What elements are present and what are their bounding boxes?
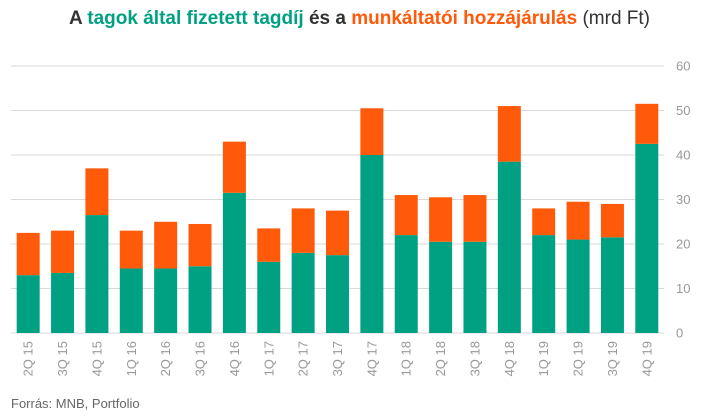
bar-member-fee <box>360 155 384 333</box>
bar-member-fee <box>635 143 659 333</box>
y-tick-label: 30 <box>676 192 690 207</box>
bar-member-fee <box>188 266 212 333</box>
bar-employer-contribution <box>566 201 590 240</box>
bar-member-fee <box>394 235 418 333</box>
y-tick-label: 50 <box>676 103 690 118</box>
bar-member-fee <box>154 268 178 333</box>
bar-employer-contribution <box>188 223 212 267</box>
source-note: Forrás: MNB, Portfolio <box>11 396 140 411</box>
x-tick-label: 2Q 16 <box>158 341 173 376</box>
bar-employer-contribution <box>154 221 178 269</box>
bar-employer-contribution <box>16 232 40 276</box>
x-tick-label: 3Q 16 <box>193 341 208 376</box>
x-tick-label: 2Q 15 <box>21 341 36 376</box>
x-tick-label: 2Q 19 <box>571 341 586 376</box>
stacked-bar-chart: 0 10 20 30 40 50 60 2Q 15 3Q 15 4Q 15 1Q 16 2Q 16 3… <box>11 59 690 376</box>
y-tick-label: 60 <box>676 59 690 74</box>
bar-employer-contribution <box>600 203 624 238</box>
x-tick-label: 4Q 18 <box>502 341 517 376</box>
x-tick-label: 4Q 19 <box>639 341 654 376</box>
x-tick-label: 4Q 16 <box>227 341 242 376</box>
bar-member-fee <box>16 275 40 333</box>
x-tick-label: 4Q 15 <box>89 341 104 376</box>
y-tick-label: 40 <box>676 148 690 163</box>
title-employer-contribution: munkáltatói hozzájárulás <box>351 8 578 29</box>
x-tick-label: 2Q 18 <box>433 341 448 376</box>
bar-member-fee <box>532 235 556 333</box>
bar-member-fee <box>257 261 281 333</box>
bar-employer-contribution <box>257 228 281 262</box>
x-tick-label: 1Q 16 <box>124 341 139 376</box>
bar-member-fee <box>600 237 624 333</box>
title-part-1: A <box>68 8 88 29</box>
x-tick-label: 1Q 19 <box>536 341 551 376</box>
bars <box>16 103 659 333</box>
y-tick-label: 0 <box>676 326 683 341</box>
bar-member-fee <box>463 241 487 333</box>
x-tick-label: 4Q 17 <box>364 341 379 376</box>
x-tick-label: 3Q 17 <box>330 341 345 376</box>
bar-member-fee <box>119 268 143 333</box>
bar-member-fee <box>429 241 453 333</box>
x-tick-label: 2Q 17 <box>296 341 311 376</box>
bar-employer-contribution <box>119 230 143 269</box>
x-tick-label: 3Q 19 <box>605 341 620 376</box>
bar-employer-contribution <box>360 108 384 155</box>
bar-member-fee <box>291 252 315 333</box>
bar-member-fee <box>51 272 75 333</box>
bar-employer-contribution <box>532 208 556 236</box>
bar-employer-contribution <box>222 141 246 193</box>
bar-employer-contribution <box>326 210 349 256</box>
bar-employer-contribution <box>635 103 659 144</box>
x-tick-label: 3Q 18 <box>467 341 482 376</box>
bar-employer-contribution <box>291 208 315 253</box>
bar-member-fee <box>497 161 521 333</box>
title-part-3: és a <box>303 8 352 29</box>
x-tick-label: 1Q 17 <box>261 341 276 376</box>
x-axis-ticks: 2Q 15 3Q 15 4Q 15 1Q 16 2Q 16 3Q 16 4Q 16 1Q 17… <box>21 341 655 376</box>
bar-member-fee <box>85 215 109 333</box>
bar-employer-contribution <box>463 195 487 242</box>
bar-employer-contribution <box>51 230 75 273</box>
y-tick-label: 10 <box>676 281 690 296</box>
y-axis-ticks: 0 10 20 30 40 50 60 <box>676 59 690 341</box>
title-member-fee: tagok által fizetett tagdíj <box>87 8 304 29</box>
bar-employer-contribution <box>497 106 521 162</box>
y-tick-label: 20 <box>676 237 690 252</box>
bar-employer-contribution <box>85 168 109 216</box>
bar-member-fee <box>566 239 590 333</box>
x-tick-label: 3Q 15 <box>55 341 70 376</box>
bar-employer-contribution <box>429 197 453 242</box>
bar-member-fee <box>222 192 246 333</box>
x-tick-label: 1Q 18 <box>399 341 414 376</box>
bar-employer-contribution <box>394 195 418 236</box>
chart-title: A tagok által fizetett tagdíj és a munká… <box>0 8 719 30</box>
bar-member-fee <box>326 255 349 333</box>
title-unit: (mrd Ft) <box>577 8 651 29</box>
